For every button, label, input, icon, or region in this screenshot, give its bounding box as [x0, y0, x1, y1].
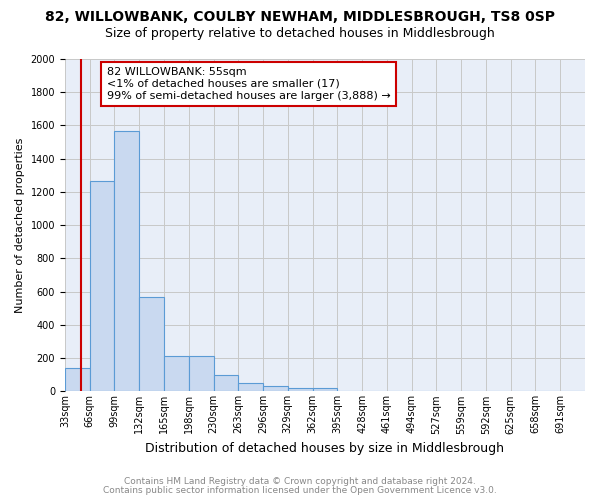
Bar	[313, 388, 337, 392]
Bar	[238, 383, 263, 392]
Text: Contains HM Land Registry data © Crown copyright and database right 2024.: Contains HM Land Registry data © Crown c…	[124, 477, 476, 486]
Text: Contains public sector information licensed under the Open Government Licence v3: Contains public sector information licen…	[103, 486, 497, 495]
X-axis label: Distribution of detached houses by size in Middlesbrough: Distribution of detached houses by size …	[145, 442, 505, 455]
Bar	[214, 375, 238, 392]
Bar	[115, 132, 139, 392]
Bar	[65, 368, 89, 392]
Bar	[139, 296, 164, 392]
Text: 82 WILLOWBANK: 55sqm
<1% of detached houses are smaller (17)
99% of semi-detache: 82 WILLOWBANK: 55sqm <1% of detached hou…	[107, 68, 390, 100]
Bar	[263, 386, 288, 392]
Bar	[288, 388, 313, 392]
Text: Size of property relative to detached houses in Middlesbrough: Size of property relative to detached ho…	[105, 28, 495, 40]
Y-axis label: Number of detached properties: Number of detached properties	[15, 138, 25, 313]
Text: 82, WILLOWBANK, COULBY NEWHAM, MIDDLESBROUGH, TS8 0SP: 82, WILLOWBANK, COULBY NEWHAM, MIDDLESBR…	[45, 10, 555, 24]
Bar	[89, 181, 115, 392]
Bar	[164, 356, 189, 392]
Bar	[189, 356, 214, 392]
